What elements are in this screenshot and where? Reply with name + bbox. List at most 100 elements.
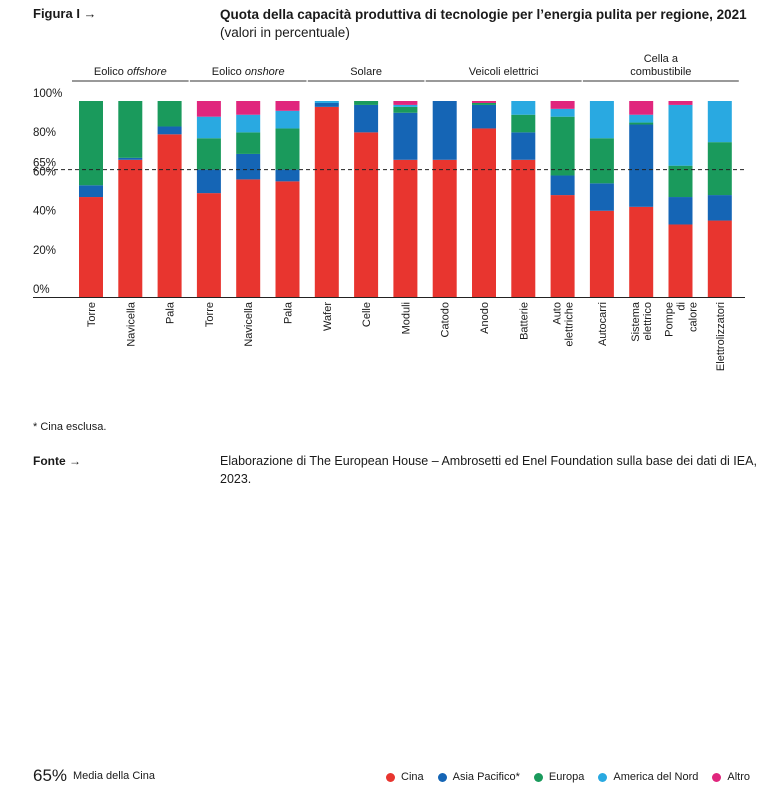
chart-title-sub: (valori in percentuale) (220, 25, 350, 40)
legend-item: Asia Pacifico* (437, 771, 520, 783)
x-tick-label: Wafer (322, 302, 334, 331)
bar-segment (275, 110, 300, 129)
chart-title: Quota della capacità produttiva di tecno… (220, 6, 760, 42)
bar-segment (393, 159, 418, 297)
legend-dot (437, 772, 447, 782)
bar-segment (275, 101, 300, 111)
bar-segment (275, 181, 300, 297)
x-tick-label: Torre (86, 302, 98, 327)
bar-segment (707, 220, 732, 297)
bar-segment (118, 101, 143, 158)
legend-item: America del Nord (598, 771, 698, 783)
bar-segment (550, 116, 575, 176)
avg-value: 65% (33, 766, 68, 785)
legend-dot (712, 772, 722, 782)
legend: 65% Media della Cina Cina Asia Pacifico* E… (0, 378, 768, 785)
bar-segment (589, 210, 614, 297)
bar-segment (157, 126, 182, 135)
reference-line-label: 65% (33, 158, 56, 170)
footnote: * Cina esclusa. (33, 421, 107, 433)
legend-label: Cina (401, 771, 424, 783)
x-tick-label: Auto (552, 302, 564, 325)
group-label: Eolico onshore (212, 66, 285, 78)
bar-segment (275, 169, 300, 182)
bar-segment (472, 102, 496, 105)
bar-segment (236, 179, 261, 297)
bar-segment (314, 106, 339, 297)
figure-label: Figura I → (33, 6, 97, 21)
x-tick-label: Autocarri (597, 302, 609, 346)
bar-segment (157, 134, 182, 297)
bar-segment (393, 101, 418, 105)
bar-segment (589, 101, 614, 139)
bar-segment (550, 108, 575, 117)
x-tick-label: calore (688, 302, 700, 332)
bar-segment (668, 104, 693, 166)
x-tick-label: Elettrolizzatori (715, 302, 727, 371)
x-tick-label: elettriche (564, 302, 576, 347)
group-label: Cella a (644, 53, 679, 65)
bar-segment (707, 101, 732, 143)
legend-item: Europa (533, 771, 585, 783)
bar-segment (629, 122, 654, 125)
x-tick-label: Batterie (518, 302, 530, 340)
bar-segment (157, 101, 182, 127)
group-label: Veicoli elettrici (469, 66, 539, 78)
bar-segment (707, 195, 732, 221)
bar-segment (629, 124, 654, 207)
bar-segment (629, 101, 654, 115)
x-tick-label: Catodo (440, 302, 452, 337)
group-label: Eolico offshore (94, 66, 167, 78)
stacked-bar-chart: 0%20%40%60%80%100%65%Torre Navicella Pala T… (33, 53, 745, 371)
y-tick-label: 40% (33, 206, 56, 218)
legend-item: Cina (386, 771, 424, 783)
bar-segment (629, 114, 654, 123)
bar-segment (196, 101, 221, 117)
bar-segment (511, 132, 536, 160)
bar-segment (550, 195, 575, 297)
bar-segment (393, 104, 418, 107)
x-tick-label: Navicella (125, 301, 137, 347)
source-label: Fonte → (33, 454, 81, 468)
y-tick-label: 20% (33, 245, 56, 257)
bar-segment (275, 128, 300, 170)
legend-label: America del Nord (613, 771, 699, 783)
legend-item: Altro (712, 771, 750, 783)
bar-segment (393, 112, 418, 160)
bar-segment (354, 132, 379, 297)
y-tick-label: 0% (33, 284, 50, 296)
bar-segment (511, 159, 536, 297)
bar-segment (472, 128, 496, 297)
chart-title-main: Quota della capacità produttiva di tecno… (220, 7, 747, 22)
bar-segment (550, 175, 575, 196)
legend-label: Asia Pacifico* (452, 771, 520, 783)
bar-segment (118, 159, 143, 297)
bar-segment (118, 157, 143, 160)
bar-segment (314, 102, 339, 107)
bar-segment (196, 193, 221, 297)
bar-segment (79, 185, 103, 198)
avg-label: Media della Cina (73, 770, 155, 782)
bar-segment (707, 142, 732, 196)
legend-items: Cina Asia Pacifico* Europa America del Nord… (386, 771, 750, 783)
bar-segment (668, 101, 693, 105)
bar-segment (354, 101, 379, 105)
group-label: combustibile (630, 66, 691, 78)
bar-segment (79, 101, 103, 186)
x-tick-label: Pala (165, 301, 177, 324)
legend-dot (386, 772, 395, 782)
bar-segment (314, 101, 339, 103)
bar-segment (236, 153, 261, 180)
x-tick-label: Sistema (630, 301, 642, 342)
x-tick-label: elettrico (642, 302, 654, 341)
bar-segment (432, 159, 457, 297)
bar-segment (511, 114, 536, 133)
bar-segment (236, 132, 261, 154)
x-tick-label: Torre (204, 302, 216, 327)
x-tick-label: di (676, 302, 688, 311)
y-tick-label: 80% (33, 127, 56, 139)
bar-segment (79, 197, 103, 297)
bar-segment (393, 106, 418, 113)
source-text: Elaborazione di The European House – Amb… (220, 454, 757, 486)
legend-label: Europa (548, 771, 585, 783)
